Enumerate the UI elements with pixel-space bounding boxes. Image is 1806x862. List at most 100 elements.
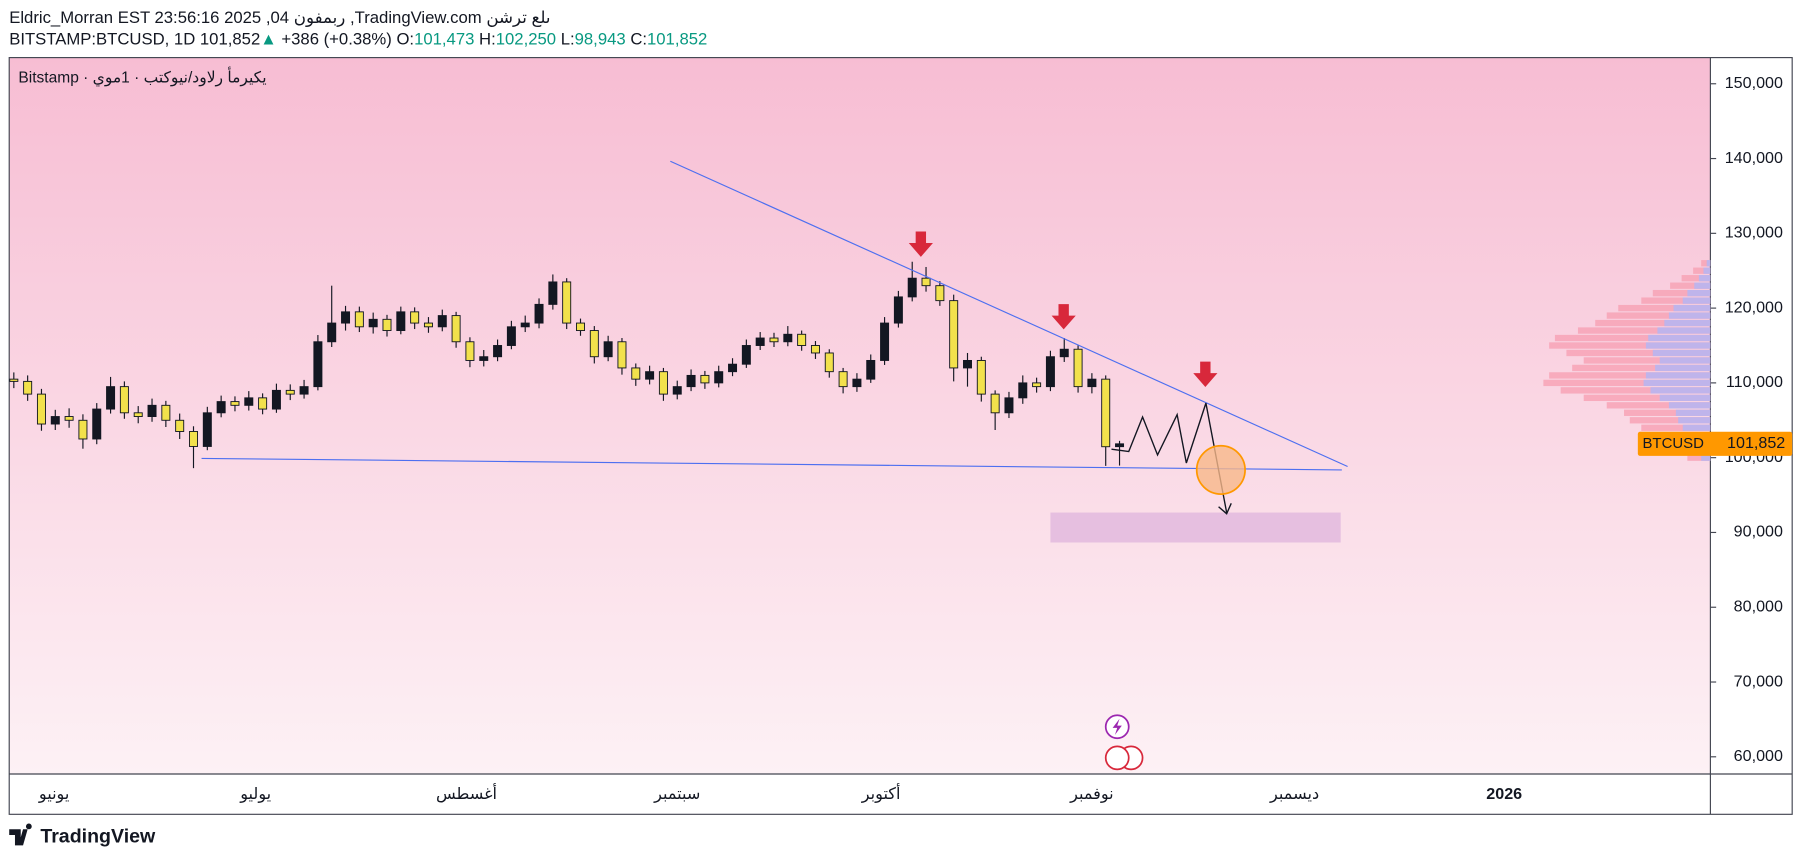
candle-body (479, 356, 489, 361)
y-tick-label: 110,000 (1726, 373, 1783, 391)
volume-bar-part (1682, 297, 1711, 304)
price-tag-bg (1637, 431, 1793, 456)
candle-body (341, 311, 351, 324)
y-tick-label: 60,000 (1734, 747, 1783, 765)
volume-bar-part (1645, 372, 1711, 379)
volume-bar (1583, 357, 1711, 364)
candle-body (1115, 443, 1125, 448)
candle-body (437, 315, 447, 328)
candle-body (1045, 356, 1055, 388)
volume-bar (1701, 260, 1711, 267)
candle-body (396, 311, 406, 332)
symbol-line: BITSTAMP:BTCUSD, 1D 101,852▲ +386 (+0.38… (9, 30, 707, 49)
volume-bar (1549, 372, 1711, 379)
candle-body (216, 401, 226, 414)
candle-body (672, 386, 682, 395)
volume-bar-part (1673, 304, 1711, 312)
candle-body (1073, 348, 1083, 388)
y-tick-label: 120,000 (1725, 298, 1783, 316)
volume-bar-part (1675, 409, 1711, 416)
x-axis: يونيو يوليو أغسطس سبتمبر أكتوبر نوفمبر ديسمبر 2… (38, 783, 1522, 804)
volume-bar-part (1701, 454, 1711, 461)
volume-bar-part (1648, 334, 1711, 342)
volume-bar (1549, 342, 1711, 349)
candle-body (1087, 378, 1097, 388)
candle-body (36, 393, 46, 425)
volume-bar (1693, 267, 1711, 274)
candle-body (493, 345, 503, 358)
candle-body (603, 341, 613, 358)
c-label: C: (630, 30, 647, 49)
candle-body (78, 419, 88, 440)
candle-body (410, 311, 420, 324)
volume-bar-part (1706, 260, 1711, 267)
candle-body (990, 393, 1000, 414)
change: +386 (+0.38%) (281, 30, 391, 49)
candle-body (313, 341, 323, 388)
volume-bar-part (1652, 349, 1711, 357)
x-tick-label: سبتمبر (653, 785, 700, 804)
candle-body (949, 300, 959, 369)
trend-line (201, 457, 1342, 471)
candle-body (64, 416, 74, 421)
volume-bar (1554, 334, 1711, 342)
volume-bar (1670, 282, 1711, 289)
volume-bar (1560, 387, 1711, 394)
candle-body (354, 311, 364, 328)
candle-body (838, 371, 848, 388)
candle-body (1032, 382, 1042, 388)
volume-bar-part (1655, 364, 1711, 372)
candle-body (285, 389, 295, 395)
down-arrow (1051, 304, 1076, 330)
volume-bar-part (1694, 282, 1711, 289)
symbol: BITSTAMP:BTCUSD, 1D (9, 30, 195, 49)
candle-body (728, 363, 738, 373)
l-label: L: (561, 30, 575, 49)
y-tick-label: 80,000 (1734, 598, 1783, 616)
candle-body (1059, 348, 1069, 358)
y-tick-label: 140,000 (1725, 149, 1783, 167)
candle-body (423, 322, 433, 328)
arrow-head (1218, 503, 1232, 515)
volume-bar-part (1657, 327, 1711, 334)
volume-bar-part (1659, 394, 1711, 402)
candle-body (119, 386, 129, 414)
drawings (201, 160, 1348, 771)
candle-body (617, 341, 627, 369)
volume-bar-part (1698, 275, 1711, 282)
volume-bar-part (1687, 289, 1711, 297)
volume-bar-part (1643, 379, 1711, 387)
candle-body (175, 419, 185, 432)
candle-body (230, 401, 240, 406)
candle-body (327, 322, 337, 343)
candle-body (658, 371, 668, 395)
volume-bar (1624, 409, 1711, 416)
volume-bar (1577, 327, 1711, 334)
volume-bar (1566, 349, 1711, 357)
candle-body (271, 389, 281, 410)
down-arrow (908, 231, 933, 257)
logo-icon (9, 823, 32, 846)
volume-bar-part (1645, 342, 1711, 349)
candle-body (589, 330, 599, 358)
arrow: ▲ (260, 30, 277, 49)
candle-body (880, 322, 890, 361)
price-tag: BTCUSD 101,852 (1637, 431, 1793, 456)
x-tick-label: 2026 (1486, 785, 1522, 803)
x-tick-label: يوليو (239, 785, 271, 804)
volume-bar-part (1668, 402, 1711, 409)
volume-bar (1543, 379, 1711, 387)
candle-body (755, 337, 765, 346)
down-arrow (1193, 361, 1218, 388)
candle-body (562, 281, 572, 324)
y-tick-label: 150,000 (1725, 74, 1783, 92)
volume-bar (1595, 319, 1711, 327)
legend: Bitstamp · يكيرمأ رلاود/نيوكتب · 1موي (18, 66, 266, 87)
volume-bar (1641, 424, 1711, 431)
candle-body (810, 345, 820, 354)
volume-bar-part (1703, 267, 1711, 274)
y-tick-label: 130,000 (1725, 224, 1783, 242)
candle-body (506, 326, 516, 346)
volume-bar (1606, 402, 1711, 409)
candle-body (893, 296, 903, 324)
